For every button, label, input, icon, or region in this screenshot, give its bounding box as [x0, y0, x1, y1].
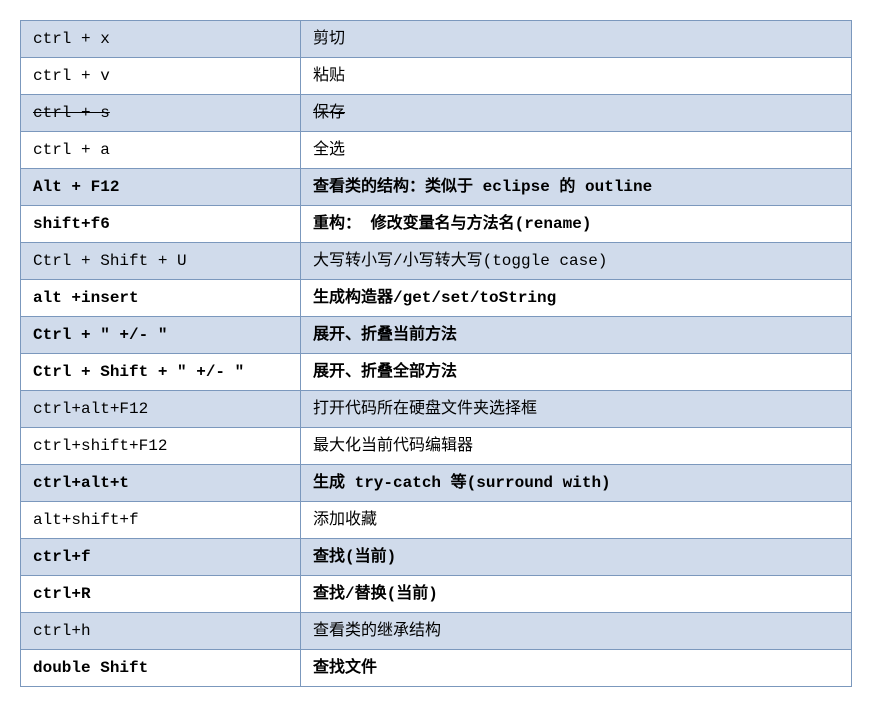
shortcut-key: Ctrl + Shift + U: [21, 243, 301, 280]
shortcut-description: 大写转小写/小写转大写(toggle case): [301, 243, 852, 280]
table-row: alt +insert生成构造器/get/set/toString: [21, 280, 852, 317]
shortcut-description: 保存: [301, 95, 852, 132]
shortcut-description: 重构： 修改变量名与方法名(rename): [301, 206, 852, 243]
table-row: Alt + F12查看类的结构：类似于 eclipse 的 outline: [21, 169, 852, 206]
shortcut-key: Alt + F12: [21, 169, 301, 206]
shortcut-description: 最大化当前代码编辑器: [301, 428, 852, 465]
shortcut-key: alt+shift+f: [21, 502, 301, 539]
shortcut-key: ctrl + v: [21, 58, 301, 95]
shortcut-key: ctrl + s: [21, 95, 301, 132]
shortcut-key: ctrl+f: [21, 539, 301, 576]
table-row: ctrl+alt+t生成 try-catch 等(surround with): [21, 465, 852, 502]
table-row: Ctrl + Shift + U大写转小写/小写转大写(toggle case): [21, 243, 852, 280]
shortcut-key: ctrl + x: [21, 21, 301, 58]
table-row: Ctrl + " +/- "展开、折叠当前方法: [21, 317, 852, 354]
table-row: ctrl+f查找(当前): [21, 539, 852, 576]
shortcut-description: 全选: [301, 132, 852, 169]
shortcut-description: 查看类的结构：类似于 eclipse 的 outline: [301, 169, 852, 206]
shortcut-key: Ctrl + Shift + " +/- ": [21, 354, 301, 391]
shortcut-key: shift+f6: [21, 206, 301, 243]
table-row: ctrl + x剪切: [21, 21, 852, 58]
table-row: ctrl+R查找/替换(当前): [21, 576, 852, 613]
table-row: double Shift查找文件: [21, 650, 852, 687]
table-row: alt+shift+f添加收藏: [21, 502, 852, 539]
table-row: ctrl+shift+F12最大化当前代码编辑器: [21, 428, 852, 465]
shortcut-key: ctrl+R: [21, 576, 301, 613]
shortcut-description: 查找/替换(当前): [301, 576, 852, 613]
table-row: Ctrl + Shift + " +/- "展开、折叠全部方法: [21, 354, 852, 391]
shortcut-description: 剪切: [301, 21, 852, 58]
shortcut-table: ctrl + x剪切ctrl + v粘贴ctrl + s保存ctrl + a全选…: [20, 20, 852, 687]
shortcut-key: ctrl + a: [21, 132, 301, 169]
shortcut-description: 生成构造器/get/set/toString: [301, 280, 852, 317]
shortcut-description: 生成 try-catch 等(surround with): [301, 465, 852, 502]
shortcut-description: 查找文件: [301, 650, 852, 687]
shortcut-key: ctrl+h: [21, 613, 301, 650]
shortcut-key: ctrl+alt+F12: [21, 391, 301, 428]
table-row: ctrl+alt+F12打开代码所在硬盘文件夹选择框: [21, 391, 852, 428]
table-row: ctrl + s保存: [21, 95, 852, 132]
shortcut-key: alt +insert: [21, 280, 301, 317]
shortcut-description: 打开代码所在硬盘文件夹选择框: [301, 391, 852, 428]
shortcut-description: 粘贴: [301, 58, 852, 95]
table-row: ctrl + a全选: [21, 132, 852, 169]
table-row: ctrl+h查看类的继承结构: [21, 613, 852, 650]
shortcut-description: 添加收藏: [301, 502, 852, 539]
shortcut-key: ctrl+shift+F12: [21, 428, 301, 465]
shortcut-description: 查找(当前): [301, 539, 852, 576]
shortcut-description: 展开、折叠全部方法: [301, 354, 852, 391]
shortcut-key: ctrl+alt+t: [21, 465, 301, 502]
table-row: shift+f6重构： 修改变量名与方法名(rename): [21, 206, 852, 243]
shortcut-key: Ctrl + " +/- ": [21, 317, 301, 354]
table-row: ctrl + v粘贴: [21, 58, 852, 95]
shortcut-key: double Shift: [21, 650, 301, 687]
shortcut-description: 查看类的继承结构: [301, 613, 852, 650]
shortcut-description: 展开、折叠当前方法: [301, 317, 852, 354]
